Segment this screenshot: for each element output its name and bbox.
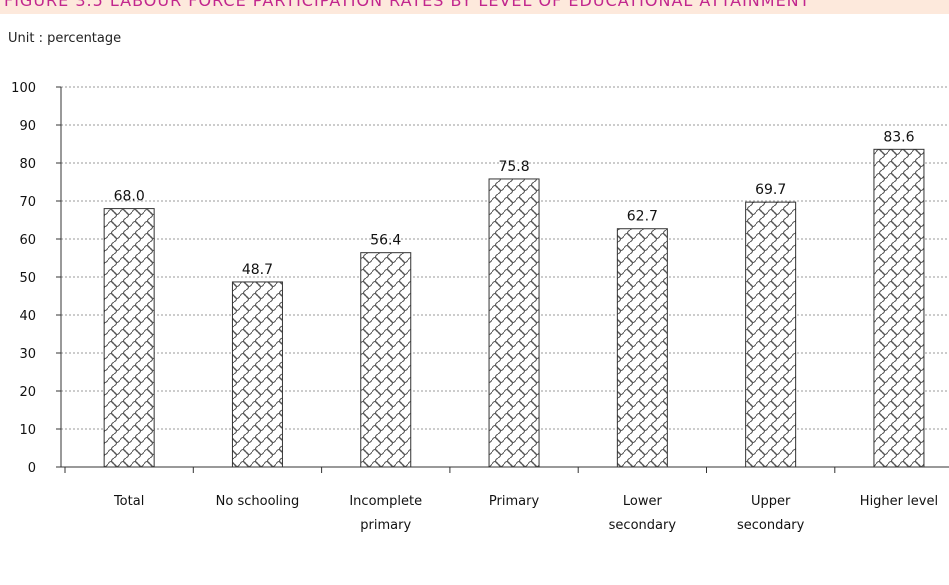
y-tick-label: 20 bbox=[19, 385, 36, 400]
y-tick-label: 80 bbox=[19, 157, 36, 172]
y-tick-label: 50 bbox=[19, 271, 36, 286]
category-label: primary bbox=[360, 518, 411, 533]
bar bbox=[360, 252, 412, 468]
category-label: Lower bbox=[623, 494, 663, 509]
bar bbox=[745, 201, 797, 468]
bar bbox=[103, 208, 155, 468]
value-label: 62.7 bbox=[627, 209, 658, 225]
y-tick-label: 10 bbox=[19, 423, 36, 438]
value-labels: 68.0 48.7 56.4 75.8 62.7 69.7 83.6 bbox=[114, 129, 915, 278]
value-label: 75.8 bbox=[498, 159, 529, 175]
y-tick-label: 60 bbox=[19, 233, 36, 248]
title-strip: FIGURE 3.5 LABOUR FORCE PARTICIPATION RA… bbox=[0, 0, 949, 14]
category-label: Incomplete bbox=[349, 494, 422, 509]
value-label: 83.6 bbox=[883, 129, 914, 145]
y-tick-label: 70 bbox=[19, 195, 36, 210]
bar bbox=[231, 281, 283, 468]
bar bbox=[873, 148, 925, 468]
y-tick-label: 30 bbox=[19, 347, 36, 362]
category-label: Primary bbox=[489, 494, 540, 509]
value-label: 48.7 bbox=[242, 262, 273, 278]
category-labels: Total No schooling Incomplete primary Primar… bbox=[113, 494, 938, 533]
y-tick-label: 40 bbox=[19, 309, 36, 324]
category-label: secondary bbox=[609, 518, 677, 533]
y-tick-label: 90 bbox=[19, 119, 36, 134]
category-label: Higher level bbox=[860, 494, 938, 509]
chart-panel: Unit : percentage 0 10 20 30 40 50 60 70 80 90 100… bbox=[0, 14, 949, 585]
category-label: Upper bbox=[751, 494, 791, 509]
category-label: secondary bbox=[737, 518, 805, 533]
figure-title: FIGURE 3.5 LABOUR FORCE PARTICIPATION RA… bbox=[4, 0, 811, 10]
bar bbox=[616, 228, 668, 468]
value-label: 69.7 bbox=[755, 182, 786, 198]
y-tick-label: 0 bbox=[28, 461, 36, 476]
value-label: 56.4 bbox=[370, 233, 401, 249]
bars bbox=[103, 148, 925, 468]
unit-label: Unit : percentage bbox=[8, 31, 122, 46]
y-tick-label: 100 bbox=[11, 81, 36, 96]
bar bbox=[488, 178, 540, 468]
category-label: No schooling bbox=[216, 494, 300, 509]
category-label: Total bbox=[113, 494, 144, 509]
value-label: 68.0 bbox=[114, 189, 145, 205]
